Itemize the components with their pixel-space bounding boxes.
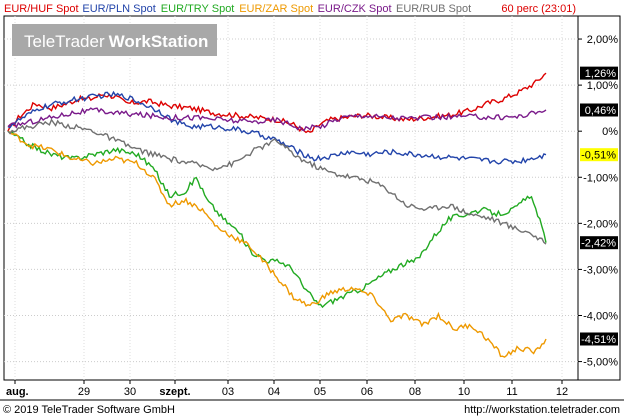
legend-entry: EUR/RUB Spot [396,3,471,15]
period-label: 60 perc (23:01) [501,3,576,15]
series-line [7,130,547,309]
last-value-label: -4,51% [581,334,616,346]
y-tick-label: 1,00% [587,80,618,92]
x-tick-label: 29 [78,386,90,398]
last-value-label: -0,51% [581,150,616,162]
legend-entry: EUR/TRY Spot [161,3,235,15]
y-tick-label: -1,00% [583,172,618,184]
plot-area [3,15,579,381]
series-line [7,118,547,245]
legend-entry: EUR/CZK Spot [318,3,392,15]
x-tick-label: szept. [159,386,190,398]
y-tick-label: -5,00% [583,357,618,369]
y-tick-label: -3,00% [583,264,618,276]
x-tick-label: 11 [506,386,517,398]
last-value-label: -2,42% [581,238,616,250]
x-axis-ticks: aug. 29 30 szept. 03 04 05 06 08 10 11 12 [6,380,568,398]
x-tick-label: 12 [556,386,568,398]
series-lines [7,72,547,358]
x-tick-label: 04 [268,386,280,398]
last-value-badges: 1,26% -0,51% -2,42% -4,51% 0,46% [580,66,618,346]
x-tick-label: 10 [458,386,470,398]
last-value-badge [580,66,618,80]
legend-entry: EUR/ZAR Spot [239,3,313,15]
copyright-text: © 2019 TeleTrader Software GmbH [3,404,175,416]
y-tick-label: -4,00% [583,310,618,322]
last-value-badge [580,236,618,250]
y-tick-label: 0% [602,126,618,138]
x-tick-label: 05 [314,386,326,398]
legend: EUR/HUF Spot EUR/PLN Spot EUR/TRY Spot EUR/… [4,3,471,15]
x-tick-label: aug. [6,386,29,398]
y-axis-ticks: 2,00% 1,00% 0% -1,00% -2,00% -3,00% -4,00% -5,0… [578,34,618,369]
y-tick-label: 2,00% [587,34,618,46]
last-value-badge [580,148,618,162]
x-tick-label: 06 [361,386,373,398]
x-tick-label: 08 [409,386,421,398]
footer-url[interactable]: http://workstation.teletrader.com [464,404,620,416]
y-tick-label: -2,00% [583,218,618,230]
last-value-label: 0,46% [585,105,616,117]
last-value-badge [580,103,618,117]
brand-logo: TeleTrader WorkStation [12,24,217,56]
legend-entry: EUR/HUF Spot [4,3,79,15]
last-value-label: 1,26% [585,68,616,80]
series-line [7,130,547,358]
brand-light: TeleTrader [24,32,105,51]
series-line [7,107,547,132]
last-value-badge [580,332,618,346]
brand-bold: WorkStation [109,32,209,51]
x-tick-label: 03 [222,386,234,398]
x-tick-label: 30 [124,386,136,398]
legend-entry: EUR/PLN Spot [82,3,155,15]
